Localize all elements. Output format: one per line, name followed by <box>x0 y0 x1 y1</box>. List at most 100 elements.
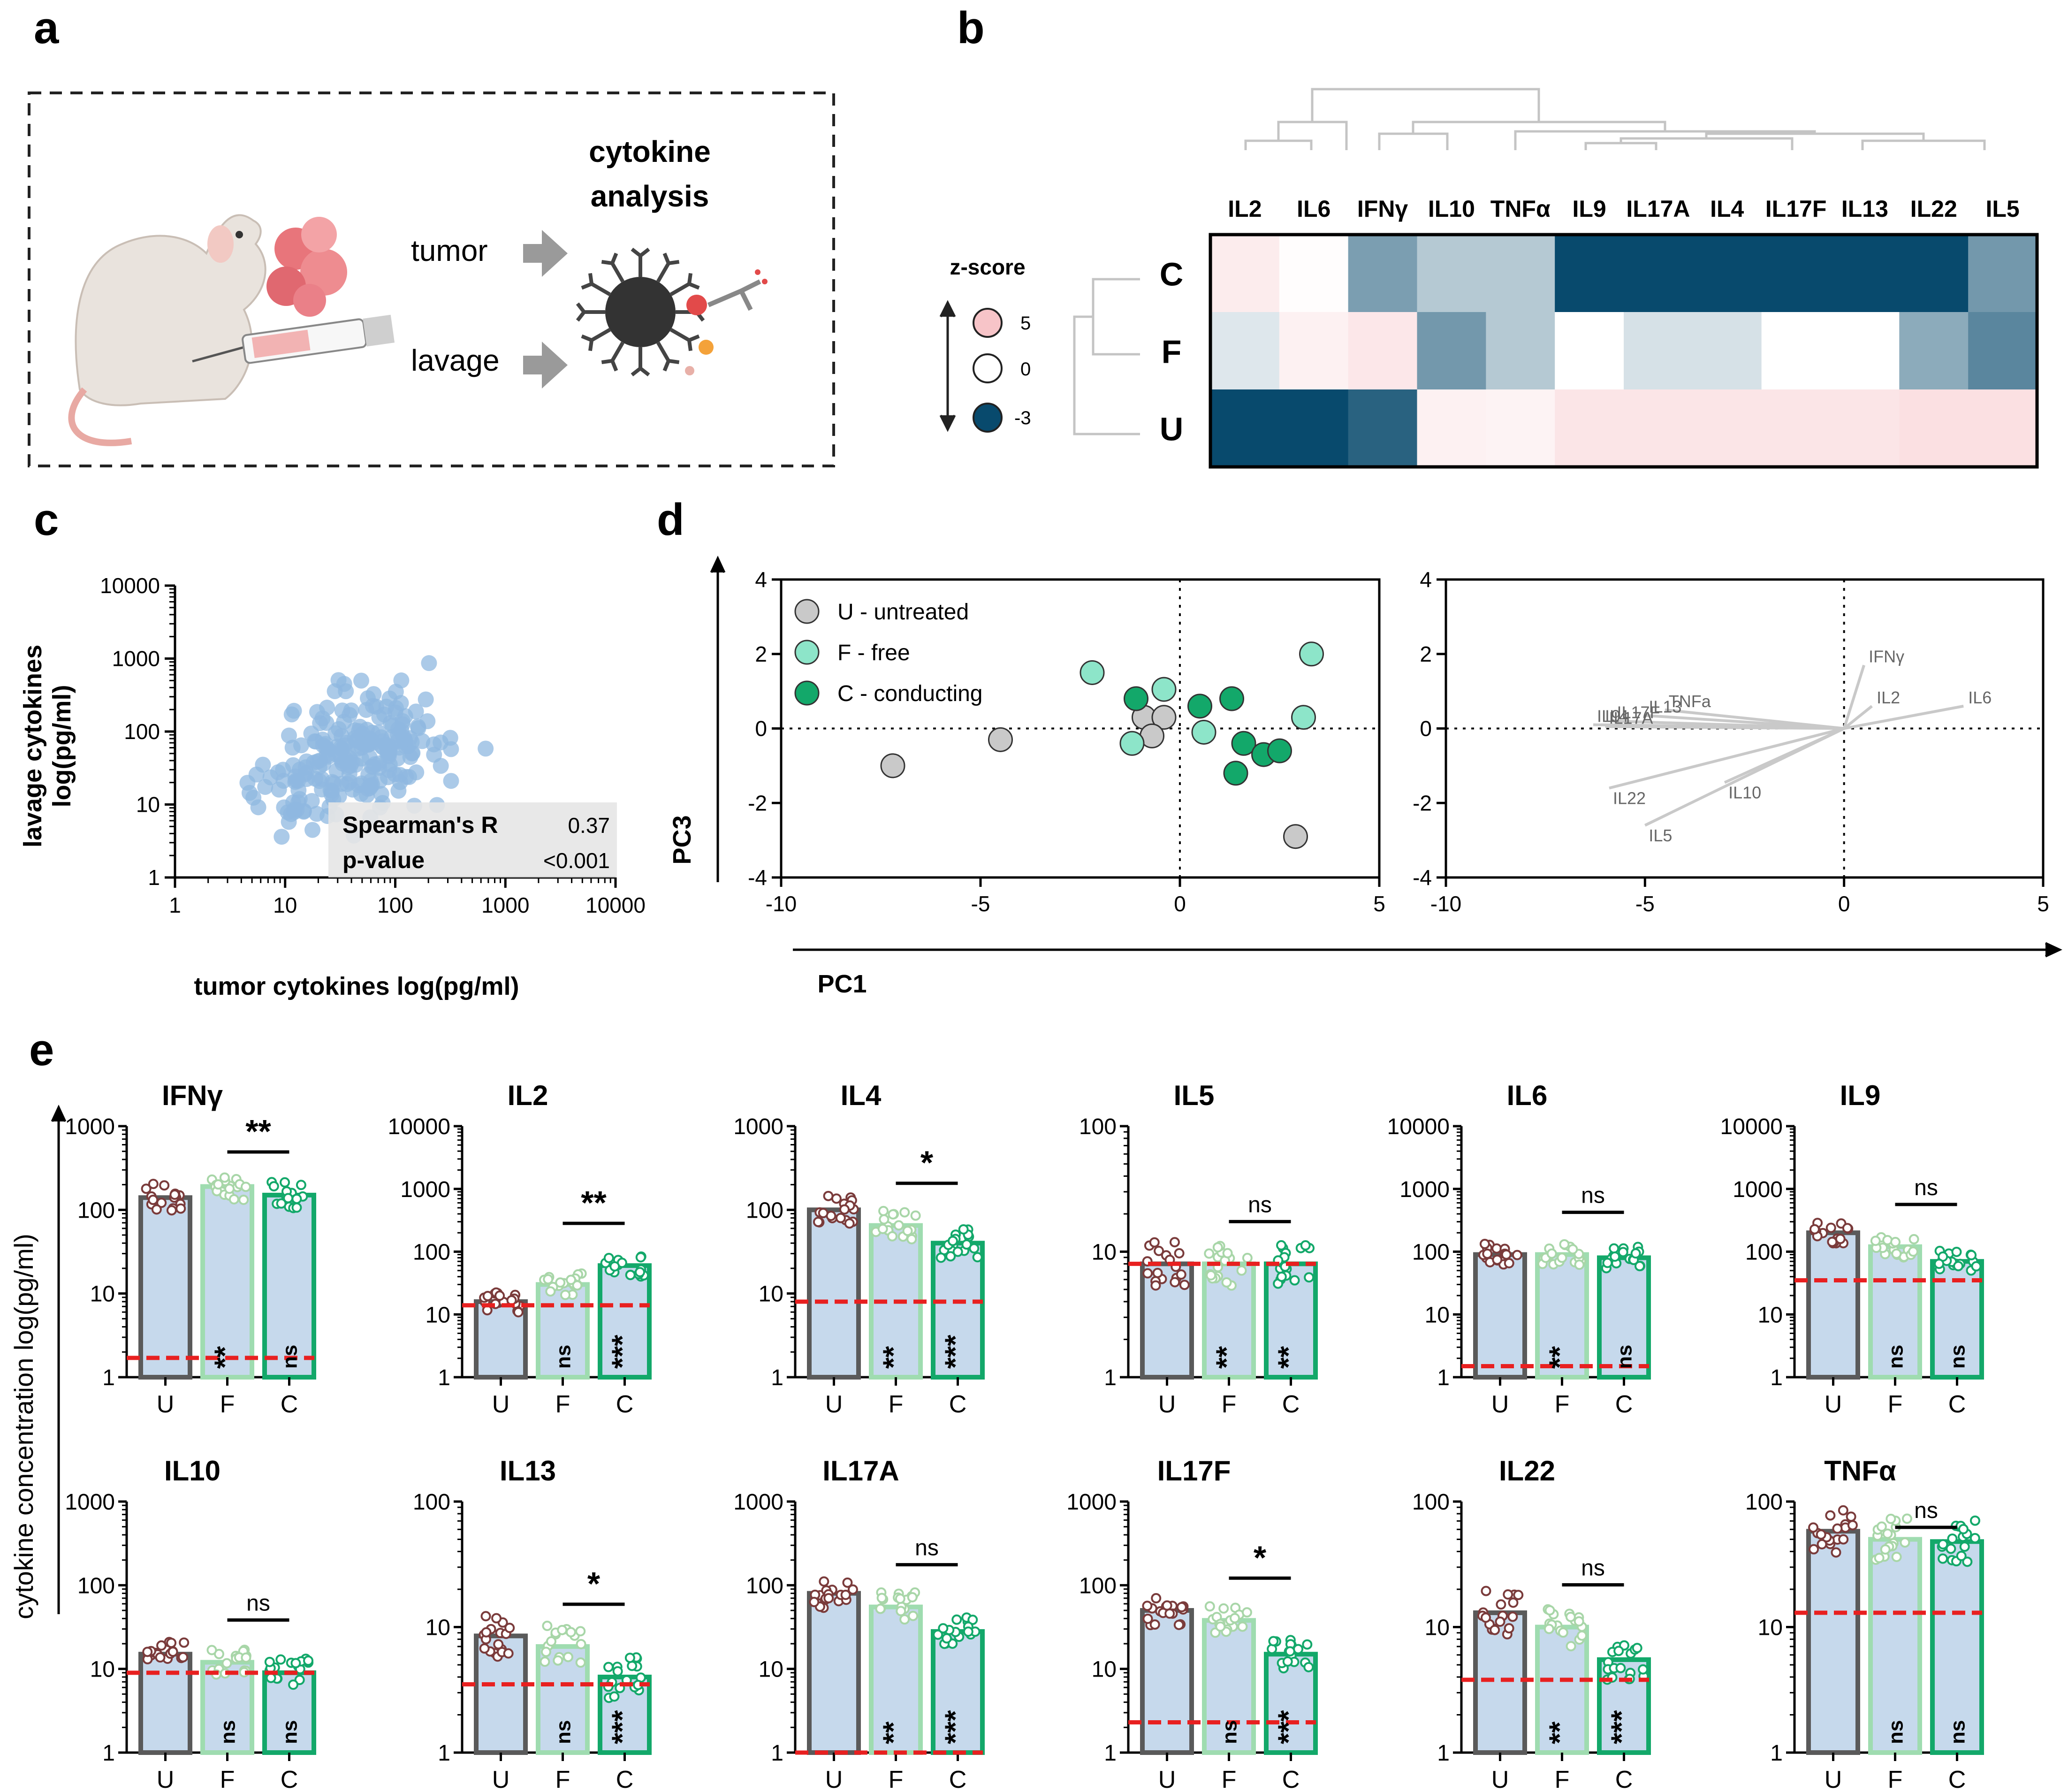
subplot-y-tick-label: 1 <box>102 1741 115 1766</box>
data-point <box>823 1593 834 1604</box>
bar-F <box>536 1282 590 1380</box>
versus-untreated-mark: ns <box>552 1345 575 1369</box>
bead-spike-arm <box>668 358 680 365</box>
data-point <box>1557 1252 1567 1263</box>
data-point <box>958 1224 969 1235</box>
data-point <box>1229 1613 1240 1624</box>
data-point <box>575 1626 586 1637</box>
data-point <box>1808 1522 1819 1533</box>
pca-legend-label: F - free <box>837 641 910 665</box>
subplot-x-tick-label: C <box>1948 1391 1966 1418</box>
subplot-y-tick-label: 100 <box>1079 1114 1117 1139</box>
data-point <box>908 1610 919 1621</box>
subplot-x-tick-label: F <box>555 1391 570 1418</box>
scatter-point <box>418 691 434 708</box>
data-point <box>1282 1656 1293 1667</box>
heatmap-cells <box>1210 235 2038 467</box>
data-point <box>1495 1617 1505 1627</box>
data-point <box>1574 1259 1585 1270</box>
data-point <box>545 1286 556 1297</box>
subplot-y-tick-label: 1 <box>438 1741 450 1766</box>
data-point <box>1938 1553 1948 1564</box>
pca-legend-marker <box>794 640 820 665</box>
panel-label-b: b <box>957 3 985 53</box>
scatter-point <box>335 755 351 772</box>
significance-label: ns <box>1581 1556 1605 1581</box>
data-point <box>266 1672 276 1683</box>
scatter-point <box>281 727 297 744</box>
subplot-x-tick-label: F <box>1888 1766 1903 1792</box>
significance-label: * <box>1254 1539 1267 1576</box>
heatmap-cell <box>1210 389 1280 467</box>
title-analysis: analysis <box>591 179 709 213</box>
data-point <box>491 1613 502 1624</box>
bead-spike-arm <box>601 358 613 365</box>
pca-loadings-plot: -10 -5 0 5 4 2 0 -2 -4 IFNγ IL2 IL6 TNFaIL13IL17FIL4… <box>1413 567 2049 916</box>
data-point <box>1512 1250 1522 1260</box>
scatter-point <box>442 730 458 746</box>
subplot-y-tick-label: 10000 <box>1387 1114 1450 1139</box>
bead-spike-arm <box>631 247 642 258</box>
bead-spike <box>656 262 670 283</box>
subplot-x-tick-label: F <box>1222 1766 1237 1792</box>
scatter-point <box>404 745 420 762</box>
scatter-point <box>353 672 369 689</box>
subplot-x-tick-label: C <box>1282 1391 1300 1418</box>
versus-untreated-mark: ns <box>217 1720 240 1744</box>
data-point <box>268 1181 279 1192</box>
data-point <box>1947 1533 1958 1544</box>
subplot-title: IL10 <box>164 1455 220 1487</box>
bead-spike-arm <box>631 366 642 377</box>
data-point <box>1154 1245 1164 1256</box>
significance-label: ns <box>1914 1175 1938 1200</box>
data-point <box>1630 1248 1641 1259</box>
pca-scores-x-tick-label: 0 <box>1174 892 1186 916</box>
subplot-IL17F: IL17F 1 10 100 1000 U F C * ns *** <box>1066 1455 1318 1792</box>
subplot-title: IL2 <box>508 1080 548 1111</box>
versus-untreated-mark: *** <box>607 1710 639 1744</box>
subplot-x-tick-label: C <box>616 1766 634 1792</box>
data-point <box>941 1633 952 1644</box>
heatmap-cell <box>1968 235 2038 313</box>
data-point <box>906 1234 917 1244</box>
heatmap-col-label: IL2 <box>1228 196 1262 222</box>
heatmap-cell <box>1624 312 1693 390</box>
data-point <box>1501 1249 1512 1260</box>
scatter-point <box>381 762 397 778</box>
data-point <box>875 1603 886 1614</box>
subplot-title: IL17F <box>1157 1455 1231 1487</box>
loading-label: IL5 <box>1649 826 1672 845</box>
subplot-y-tick-label: 10 <box>1425 1303 1450 1327</box>
data-point <box>844 1218 855 1229</box>
versus-untreated-mark: ns <box>279 1345 302 1369</box>
subplot-x-tick-label: U <box>825 1391 843 1418</box>
subplot-x-tick-label: U <box>157 1391 175 1418</box>
scatter-point <box>296 803 312 819</box>
subplot-x-tick-label: U <box>1491 1391 1509 1418</box>
scatter-point <box>478 740 494 757</box>
data-point <box>1880 1544 1891 1555</box>
data-point <box>1480 1612 1491 1623</box>
heatmap-cell <box>1279 235 1349 313</box>
data-point <box>481 1627 492 1638</box>
c-y-tick-label: 1 <box>148 865 160 890</box>
c-ylabel-2: log(pg/ml) <box>48 685 76 808</box>
data-point <box>1142 1613 1153 1624</box>
subplot-y-tick-label: 100 <box>413 1240 450 1265</box>
bar-U <box>1473 1610 1527 1755</box>
data-point <box>947 1235 958 1246</box>
subplot-y-tick-label: 100 <box>77 1198 115 1223</box>
data-point <box>1276 1271 1287 1282</box>
heatmap-cell <box>1210 312 1280 390</box>
zscore-label-0: 0 <box>1020 359 1031 380</box>
data-point <box>542 1620 553 1631</box>
scatter-point <box>290 782 307 799</box>
pca-loadings-y-tick-label: -4 <box>1413 865 1432 890</box>
data-point <box>1300 1240 1311 1251</box>
subplot-x-tick-label: C <box>1615 1391 1633 1418</box>
bead-spike <box>656 341 670 362</box>
data-point <box>1832 1523 1843 1534</box>
bar-U <box>1806 1230 1860 1380</box>
subplot-x-tick-label: U <box>1158 1391 1176 1418</box>
